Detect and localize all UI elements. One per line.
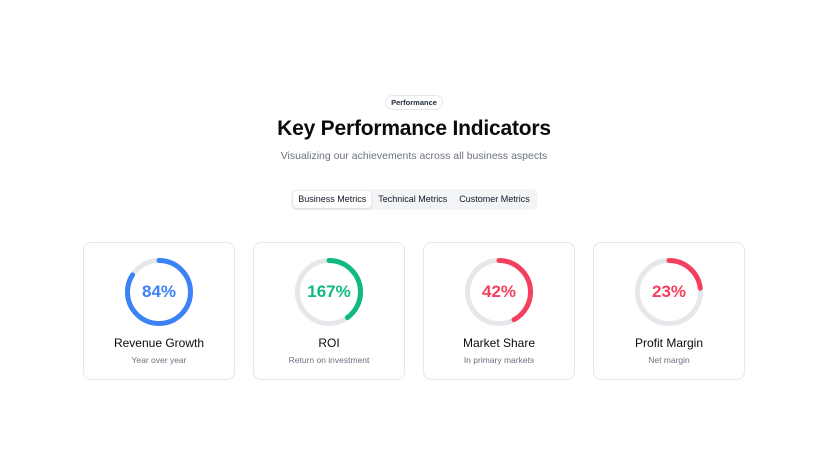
- tab-business-metrics[interactable]: Business Metrics: [293, 191, 372, 208]
- section-badge: Performance: [385, 95, 443, 110]
- tab-technical-metrics[interactable]: Technical Metrics: [378, 194, 448, 204]
- kpi-cards: 84% Revenue Growth Year over year 167% R…: [83, 242, 745, 380]
- kpi-title: Revenue Growth: [113, 336, 205, 350]
- progress-ring-graphic: [125, 258, 193, 326]
- progress-ring-graphic: [635, 258, 703, 326]
- kpi-subtitle: Return on investment: [288, 355, 370, 365]
- kpi-card-revenue-growth: 84% Revenue Growth Year over year: [83, 242, 235, 380]
- kpi-value: 167%: [307, 282, 351, 301]
- progress-ring: 167%: [294, 257, 364, 327]
- tab-customer-metrics[interactable]: Customer Metrics: [459, 194, 530, 204]
- kpi-value: 23%: [651, 282, 687, 301]
- kpi-card-roi: 167% ROI Return on investment: [253, 242, 405, 380]
- progress-ring: 42%: [464, 257, 534, 327]
- progress-ring: 23%: [634, 257, 704, 327]
- kpi-subtitle: Year over year: [131, 355, 187, 365]
- kpi-card-market-share: 42% Market Share In primary markets: [423, 242, 575, 380]
- kpi-value: 84%: [141, 282, 177, 301]
- kpi-subtitle: In primary markets: [463, 355, 535, 365]
- kpi-title: Market Share: [462, 336, 536, 350]
- kpi-title: Profit Margin: [634, 336, 704, 350]
- ring-arc: [295, 258, 363, 326]
- page-title: Key Performance Indicators: [277, 117, 551, 140]
- ring-arc: [125, 258, 193, 326]
- kpi-subtitle: Net margin: [648, 355, 690, 365]
- ring-arc: [465, 258, 533, 326]
- ring-arc: [635, 258, 703, 326]
- kpi-card-profit-margin: 23% Profit Margin Net margin: [593, 242, 745, 380]
- page-subtitle: Visualizing our achievements across all …: [280, 150, 548, 162]
- progress-ring-graphic: [295, 258, 363, 326]
- kpi-value: 42%: [481, 282, 517, 301]
- progress-ring-graphic: [465, 258, 533, 326]
- progress-ring: 84%: [124, 257, 194, 327]
- metric-tabs: Business Metrics Technical Metrics Custo…: [291, 189, 537, 210]
- kpi-title: ROI: [318, 336, 340, 350]
